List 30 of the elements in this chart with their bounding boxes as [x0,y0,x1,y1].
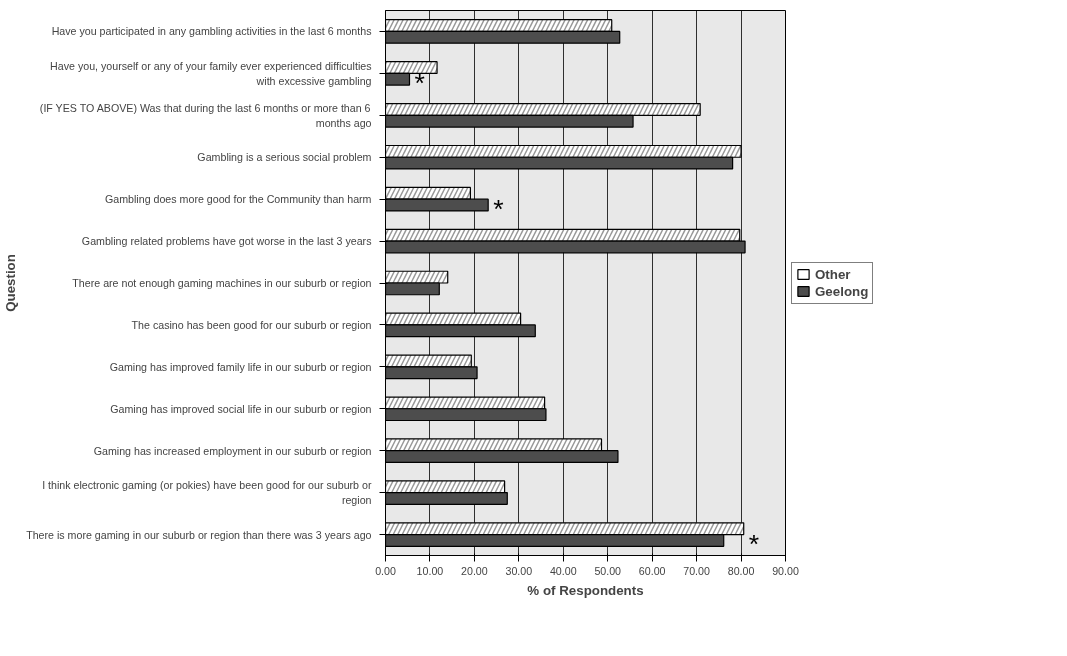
x-tick-label: 20.00 [461,564,488,577]
annotation: * [414,68,425,99]
y-tick-label: There is more gaming in our suburb or region than there was 3 years ago [26,528,372,541]
legend-label: Other [815,266,851,282]
y-axis-title: Question [3,254,19,312]
y-tick-label: Gambling does more good for the Community than harm [104,193,372,206]
y-tick-label: Gambling related problems have got worse in the last 3 years [81,235,372,248]
x-axis-title: % of Respondents [527,582,644,598]
y-tick-label: (IF YES TO ABOVE) Was that during the last 6 months or more than 6 months ago [39,102,372,129]
y-tick-label: There are not enough gaming machines in our suburb or region [72,277,372,289]
legend-label: Geelong [815,283,869,299]
annotation: * [748,529,760,560]
x-tick-label: 60.00 [638,564,666,577]
y-tick-label: Gaming has improved social life in our suburb or region [110,402,372,415]
annotation: * [493,194,504,225]
x-tick-label: 30.00 [505,564,533,577]
y-tick-label: Gaming has improved family life in our suburb or region [109,360,372,373]
x-tick-label: 80.00 [727,564,755,577]
x-tick-label: 70.00 [683,564,711,577]
y-tick-label: Gambling is a serious social problem [197,151,372,164]
y-tick-label: Have you participated in any gambling activities in the last 6 months [51,25,372,38]
x-tick-label: 40.00 [549,564,577,577]
y-tick-label: Have you, yourself or any of your family ever experienced difficulties with excessive gambling [50,60,372,87]
y-tick-label: The casino has been good for our suburb or region [131,318,372,331]
x-tick-label: 10.00 [416,564,444,577]
x-tick-label: 50.00 [594,564,622,577]
y-tick-label: Gaming has increased employment in our suburb or region [93,444,372,457]
x-tick-label: 90.00 [772,564,799,577]
y-tick-label: I think electronic gaming (or pokies) have been good for our suburb or region [42,479,372,506]
x-tick-label: 0.00 [375,564,396,577]
